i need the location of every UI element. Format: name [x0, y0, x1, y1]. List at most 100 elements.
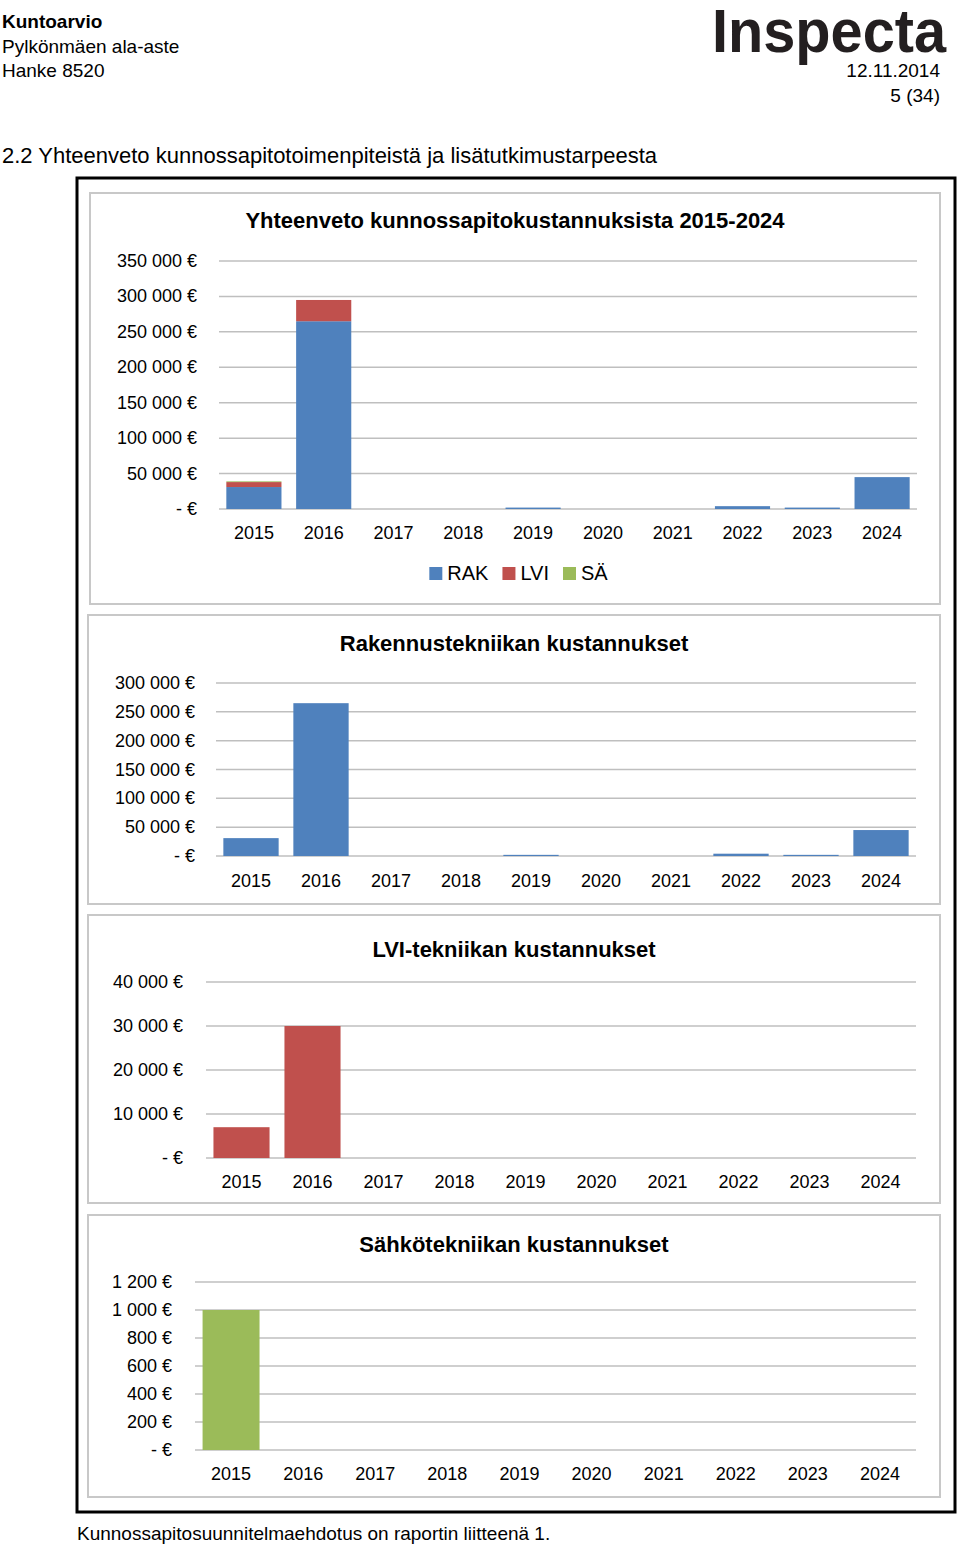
tick-label: 200 000 €: [117, 357, 197, 377]
legend: RAKLVISÄ: [429, 562, 608, 584]
bar: [366, 509, 421, 510]
chart: LVI-tekniikan kustannukset- €10 000 €20 …: [88, 915, 940, 1203]
bar: [645, 509, 700, 510]
bar: [707, 1450, 764, 1451]
bar: [203, 1310, 260, 1450]
tick-label: 300 000 €: [117, 286, 197, 306]
grid-line: [195, 1309, 916, 1311]
category-label: 2018: [434, 1172, 474, 1192]
bar: [785, 508, 840, 509]
bar: [710, 1158, 766, 1159]
bar: [491, 1450, 548, 1451]
category-label: 2024: [860, 1464, 900, 1484]
category-label: 2017: [373, 523, 413, 543]
category-label: 2020: [583, 523, 623, 543]
bar: [506, 507, 561, 508]
category-label: 2018: [441, 871, 481, 891]
category-label: 2015: [231, 871, 271, 891]
bar: [436, 509, 491, 510]
bar: [355, 1158, 411, 1159]
category-label: 2021: [644, 1464, 684, 1484]
tick-label: 300 000 €: [115, 673, 195, 693]
bar: [366, 509, 421, 510]
legend-label: SÄ: [581, 562, 608, 584]
bar: [855, 477, 910, 478]
bar: [713, 854, 768, 856]
grid-line: [219, 260, 917, 262]
bar: [419, 1450, 476, 1451]
chart-title: Sähkötekniikan kustannukset: [359, 1232, 669, 1257]
bar: [226, 487, 281, 509]
tick-label: 150 000 €: [117, 393, 197, 413]
category-label: 2024: [860, 1172, 900, 1192]
bar: [851, 1450, 908, 1451]
bar: [296, 300, 351, 321]
category-label: 2022: [716, 1464, 756, 1484]
bar: [575, 509, 630, 510]
category-label: 2016: [301, 871, 341, 891]
bar: [426, 1158, 482, 1159]
category-label: 2020: [581, 871, 621, 891]
bar: [575, 509, 630, 510]
tick-label: 150 000 €: [115, 760, 195, 780]
bar: [363, 856, 418, 857]
bar: [852, 1158, 908, 1159]
tick-label: - €: [176, 499, 197, 519]
category-label: 2017: [371, 871, 411, 891]
tick-label: 20 000 €: [113, 1060, 183, 1080]
bar: [436, 509, 491, 510]
tick-label: 250 000 €: [115, 702, 195, 722]
chart: Yhteenveto kunnossapitokustannuksista 20…: [90, 193, 940, 604]
bar: [645, 509, 700, 510]
category-label: 2021: [653, 523, 693, 543]
category-label: 2017: [363, 1172, 403, 1192]
tick-label: 200 000 €: [115, 731, 195, 751]
grid-line: [206, 981, 916, 983]
category-label: 2020: [576, 1172, 616, 1192]
category-label: 2023: [789, 1172, 829, 1192]
bar: [573, 856, 628, 857]
tick-label: 100 000 €: [115, 788, 195, 808]
bar: [643, 856, 698, 857]
chart: Rakennustekniikan kustannukset- €50 000 …: [88, 615, 940, 904]
category-label: 2022: [718, 1172, 758, 1192]
category-label: 2021: [651, 871, 691, 891]
chart: Sähkötekniikan kustannukset- €200 €400 €…: [88, 1215, 940, 1497]
tick-label: 100 000 €: [117, 428, 197, 448]
bar: [226, 481, 281, 483]
category-label: 2022: [721, 871, 761, 891]
bar: [635, 1450, 692, 1451]
page: KuntoarvioPylkönmäen ala-asteHanke 8520I…: [0, 0, 960, 1546]
bar: [223, 838, 278, 856]
tick-label: 250 000 €: [117, 322, 197, 342]
bar: [715, 506, 770, 507]
bar: [226, 482, 281, 487]
bar: [275, 1450, 332, 1451]
chart-frame: [88, 615, 940, 904]
bar: [563, 1450, 620, 1451]
project: Hanke 8520: [2, 60, 104, 81]
bar: [213, 1127, 269, 1158]
bar: [284, 1026, 340, 1158]
tick-label: - €: [151, 1440, 172, 1460]
bar: [645, 509, 700, 510]
grid-line: [216, 682, 916, 684]
tick-label: 50 000 €: [127, 464, 197, 484]
chart-title: Rakennustekniikan kustannukset: [340, 631, 689, 656]
logo: Inspecta: [712, 0, 946, 65]
category-label: 2020: [572, 1464, 612, 1484]
chart-title: LVI-tekniikan kustannukset: [372, 937, 656, 962]
tick-label: 350 000 €: [117, 251, 197, 271]
category-label: 2023: [792, 523, 832, 543]
category-label: 2024: [862, 523, 902, 543]
date: 12.11.2014: [846, 60, 940, 81]
tick-label: 30 000 €: [113, 1016, 183, 1036]
bar: [296, 321, 351, 509]
bar: [568, 1158, 624, 1159]
grid-line: [195, 1365, 916, 1367]
bar: [366, 509, 421, 510]
section-title: 2.2 Yhteenveto kunnossapitotoimenpiteist…: [2, 143, 658, 168]
tick-label: 10 000 €: [113, 1104, 183, 1124]
footer: Kunnossapitosuunnitelmaehdotus on raport…: [77, 1523, 550, 1544]
bar: [497, 1158, 553, 1159]
